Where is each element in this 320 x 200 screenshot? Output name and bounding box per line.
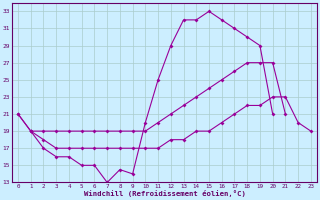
X-axis label: Windchill (Refroidissement éolien,°C): Windchill (Refroidissement éolien,°C) — [84, 190, 245, 197]
